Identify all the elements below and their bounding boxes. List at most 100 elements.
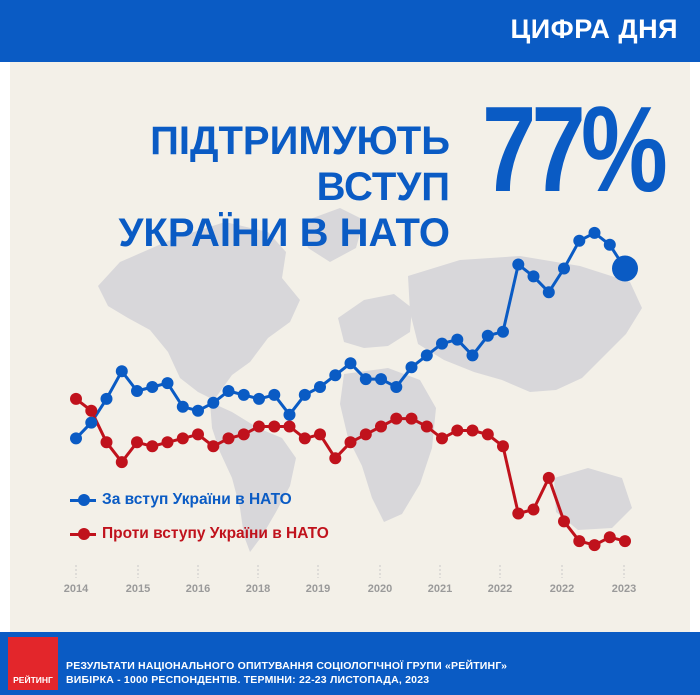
oppose-point: [207, 440, 220, 453]
oppose-point: [558, 515, 570, 528]
oppose-point: [573, 535, 586, 548]
x-tick-label: 2018: [246, 583, 270, 595]
headline-line1: ПІДТРИМУЮТЬ ВСТУП: [150, 119, 450, 209]
oppose-point: [603, 531, 616, 544]
oppose-point: [237, 428, 250, 441]
legend-oppose-label: Проти вступу України в НАТО: [102, 525, 329, 542]
support-point: [603, 238, 616, 251]
oppose-point: [115, 456, 128, 469]
support-point: [436, 337, 448, 350]
support-point: [359, 373, 372, 386]
support-point: [85, 416, 98, 429]
support-point: [329, 369, 342, 382]
headline: ПІДТРИМУЮТЬ ВСТУП УКРАЇНИ В НАТО: [60, 118, 450, 256]
support-point: [222, 385, 235, 397]
legend-oppose: Проти вступу України в НАТО: [70, 521, 329, 547]
oppose-point: [146, 440, 159, 453]
x-tick-label: 2014: [64, 583, 89, 595]
oppose-point: [359, 428, 372, 441]
support-point: [70, 432, 82, 445]
support-point: [420, 349, 433, 362]
legend-oppose-marker-icon: [70, 528, 96, 540]
x-tick-label: 2023: [612, 583, 636, 595]
support-point: [375, 373, 387, 386]
oppose-point: [314, 428, 326, 441]
x-tick-label: 2022: [550, 583, 574, 595]
x-tick-label: 2016: [186, 583, 210, 595]
support-point: [542, 286, 555, 299]
support-point: [405, 361, 418, 374]
oppose-point: [512, 507, 525, 520]
oppose-point: [85, 404, 98, 417]
support-point: [253, 392, 265, 405]
legend-support: За вступ України в НАТО: [70, 487, 292, 513]
footer-source-line: РЕЗУЛЬТАТИ НАЦІОНАЛЬНОГО ОПИТУВАННЯ СОЦІ…: [66, 660, 508, 672]
support-point: [527, 270, 540, 283]
oppose-point: [420, 420, 433, 433]
support-point: [268, 388, 281, 401]
support-point: [481, 329, 494, 342]
x-tick-label: 2015: [126, 583, 150, 595]
support-point: [161, 377, 174, 390]
support-point: [558, 262, 570, 275]
oppose-point: [497, 440, 509, 453]
support-point: [390, 381, 403, 393]
oppose-point: [298, 432, 311, 445]
oppose-point: [344, 436, 357, 449]
support-point: [131, 385, 143, 397]
support-point: [298, 388, 311, 401]
oppose-point: [70, 392, 82, 405]
oppose-point: [375, 420, 387, 433]
oppose-point: [176, 432, 189, 445]
support-point: [115, 365, 128, 378]
support-point: [512, 258, 525, 271]
logo-text: РЕЙТИНГ: [13, 675, 53, 685]
data-points: [70, 226, 638, 552]
support-point: [314, 381, 326, 393]
support-point: [588, 226, 601, 239]
oppose-point: [268, 420, 281, 433]
oppose-point: [283, 420, 296, 433]
footer-sample-line: ВИБІРКА - 1000 РЕСПОНДЕНТІВ. ТЕРМІНИ: 22…: [66, 674, 430, 686]
oppose-point: [466, 424, 479, 437]
x-axis-ticks: 2014 2015 2016 2018 2019 2020 2021 2022 2022 2023: [64, 565, 636, 595]
oppose-point: [588, 539, 601, 552]
oppose-point: [619, 535, 631, 548]
x-tick-label: 2022: [488, 583, 512, 595]
support-point: [283, 408, 296, 421]
oppose-point: [436, 432, 448, 445]
rating-logo: РЕЙТИНГ: [8, 637, 58, 690]
support-point: [344, 357, 357, 370]
oppose-point: [329, 452, 342, 465]
support-point: [573, 234, 586, 247]
support-point: [176, 400, 189, 413]
support-point: [497, 325, 509, 338]
oppose-point: [451, 424, 464, 437]
legend-support-marker-icon: [70, 494, 96, 506]
oppose-point: [527, 503, 540, 516]
big-number: 77%: [482, 81, 668, 217]
oppose-point: [100, 436, 113, 449]
headline-line2: УКРАЇНИ В НАТО: [118, 211, 450, 255]
support-point: [146, 381, 159, 393]
header-bar: [0, 0, 700, 62]
oppose-point: [542, 471, 555, 484]
x-tick-label: 2020: [368, 583, 392, 595]
oppose-point: [161, 436, 174, 449]
x-tick-label: 2021: [428, 583, 452, 595]
oppose-point: [192, 428, 204, 441]
oppose-point: [481, 428, 494, 441]
support-point: [451, 333, 464, 346]
support-point: [237, 388, 250, 401]
support-point: [100, 392, 113, 405]
oppose-point: [131, 436, 143, 449]
oppose-point: [405, 412, 418, 425]
header-title: ЦИФРА ДНЯ: [510, 14, 678, 44]
oppose-point: [222, 432, 235, 445]
support-point: [612, 255, 638, 282]
oppose-point: [253, 420, 265, 433]
legend-support-label: За вступ України в НАТО: [102, 491, 292, 508]
x-tick-label: 2019: [306, 583, 330, 595]
oppose-point: [390, 412, 403, 425]
